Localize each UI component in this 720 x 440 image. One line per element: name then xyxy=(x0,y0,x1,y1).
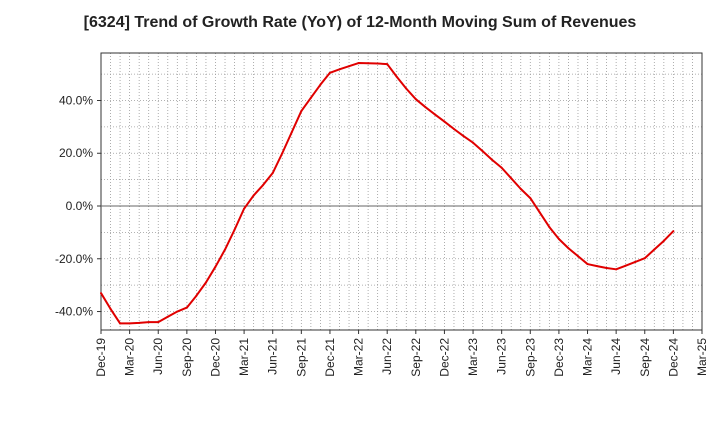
x-tick-label: Mar-23 xyxy=(466,338,480,376)
data-point xyxy=(500,166,503,169)
data-point xyxy=(510,177,513,180)
x-tick-label: Sep-20 xyxy=(180,338,194,377)
data-point xyxy=(271,172,274,175)
x-tick-label: Jun-22 xyxy=(380,338,394,375)
data-point xyxy=(405,87,408,90)
data-point xyxy=(586,263,589,266)
data-point xyxy=(157,321,160,324)
x-tick-label: Dec-23 xyxy=(552,338,566,377)
x-tick-label: Jun-23 xyxy=(495,338,509,375)
x-tick-label: Mar-21 xyxy=(237,338,251,376)
y-tick-label: 40.0% xyxy=(59,93,93,107)
x-tick-label: Mar-22 xyxy=(352,338,366,376)
y-tick-labels: -40.0% -20.0% 0.0% 20.0% 40.0% xyxy=(55,93,93,318)
x-tick-labels: Dec-19 Mar-20 Jun-20 Sep-20 Dec-20 Mar-21 Jun-… xyxy=(94,338,709,377)
data-point xyxy=(576,255,579,258)
data-point xyxy=(548,226,551,229)
data-point xyxy=(672,230,675,233)
data-point xyxy=(319,83,322,86)
x-tick-label: Mar-20 xyxy=(123,338,137,376)
data-point xyxy=(624,264,627,267)
data-point xyxy=(491,158,494,161)
data-point xyxy=(452,127,455,130)
data-point xyxy=(281,152,284,155)
data-point xyxy=(472,141,475,144)
data-point xyxy=(481,150,484,153)
data-point xyxy=(367,62,370,65)
data-point xyxy=(538,211,541,214)
data-point xyxy=(662,239,665,242)
data-point xyxy=(395,75,398,78)
data-point xyxy=(128,322,131,325)
plot-frame xyxy=(100,52,703,331)
x-tick-label: Dec-24 xyxy=(666,338,680,377)
x-tick-label: Dec-19 xyxy=(94,338,108,377)
data-point xyxy=(262,183,265,186)
data-point xyxy=(195,294,198,297)
data-point xyxy=(653,248,656,251)
data-point xyxy=(176,310,179,313)
data-point xyxy=(204,281,207,284)
x-tick-label: Mar-24 xyxy=(581,338,595,376)
x-tick-label: Jun-24 xyxy=(609,338,623,375)
data-point xyxy=(529,197,532,200)
data-point xyxy=(414,98,417,101)
data-point xyxy=(433,113,436,116)
data-point xyxy=(386,63,389,66)
data-point xyxy=(596,265,599,268)
y-tick-label: -40.0% xyxy=(55,305,93,319)
x-tick-label: Dec-21 xyxy=(323,338,337,377)
data-point xyxy=(233,228,236,231)
grid-lines xyxy=(101,53,702,330)
y-tick-label: 20.0% xyxy=(59,146,93,160)
data-point xyxy=(109,307,112,310)
data-point xyxy=(252,194,255,197)
x-tick-label: Sep-23 xyxy=(523,338,537,377)
data-point xyxy=(557,237,560,240)
y-tick-label: -20.0% xyxy=(55,252,93,266)
data-point xyxy=(300,110,303,113)
axes xyxy=(97,52,703,334)
x-tick-label: Jun-21 xyxy=(266,338,280,375)
data-point xyxy=(615,268,618,271)
data-point xyxy=(328,71,331,74)
x-tick-label: Dec-22 xyxy=(437,338,451,377)
data-point xyxy=(348,65,351,68)
x-tick-label: Jun-20 xyxy=(151,338,165,375)
x-tick-label: Sep-22 xyxy=(409,338,423,377)
data-point xyxy=(243,207,246,210)
data-point xyxy=(147,321,150,324)
series-layer xyxy=(100,62,675,325)
data-point xyxy=(567,247,570,250)
y-tick-label: 0.0% xyxy=(66,199,94,213)
data-point xyxy=(290,131,293,134)
data-point xyxy=(605,267,608,270)
data-point xyxy=(357,62,360,65)
data-point xyxy=(224,248,227,251)
data-point xyxy=(376,62,379,65)
data-point xyxy=(443,120,446,123)
data-point xyxy=(462,135,465,138)
data-point xyxy=(519,187,522,190)
data-point xyxy=(643,257,646,260)
data-point xyxy=(214,265,217,268)
data-point xyxy=(138,321,141,324)
data-point xyxy=(338,68,341,71)
data-point xyxy=(119,322,122,325)
x-tick-label: Mar-25 xyxy=(695,338,709,376)
x-tick-label: Dec-20 xyxy=(208,338,222,377)
data-point xyxy=(100,292,102,295)
data-point xyxy=(166,315,169,318)
data-point xyxy=(185,306,188,309)
chart-title: [6324] Trend of Growth Rate (YoY) of 12-… xyxy=(83,14,637,31)
data-point xyxy=(309,96,312,99)
x-tick-label: Sep-24 xyxy=(638,338,652,377)
data-point xyxy=(634,260,637,263)
x-tick-label: Sep-21 xyxy=(294,338,308,377)
data-point xyxy=(424,106,427,109)
